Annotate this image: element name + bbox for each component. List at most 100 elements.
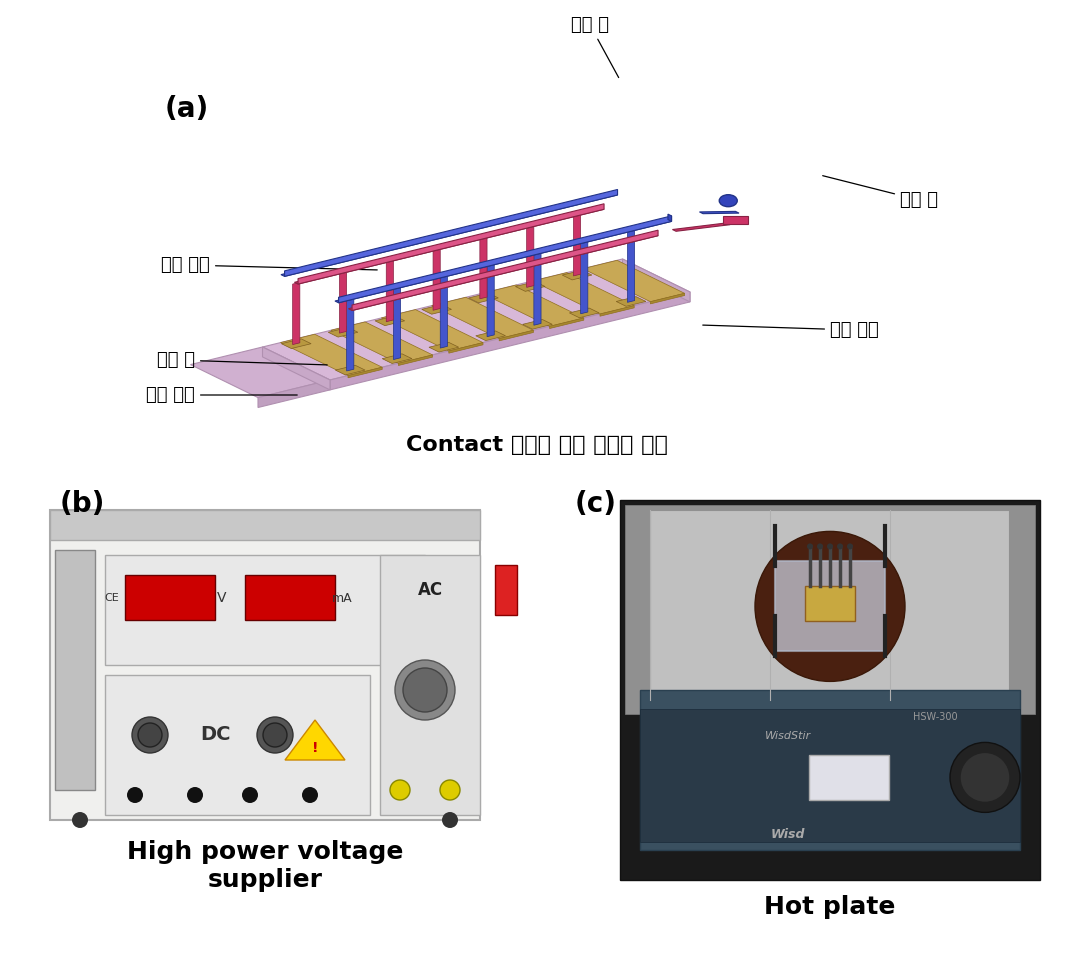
- Bar: [650, 510, 1010, 700]
- Polygon shape: [562, 270, 592, 280]
- Circle shape: [263, 723, 287, 747]
- Bar: [620, 500, 1040, 880]
- Polygon shape: [328, 328, 358, 337]
- Circle shape: [442, 812, 458, 828]
- Circle shape: [807, 544, 813, 549]
- Text: 상부 전극: 상부 전극: [703, 321, 878, 339]
- Polygon shape: [476, 331, 505, 341]
- Circle shape: [127, 787, 143, 803]
- Bar: [105, 675, 370, 815]
- Text: CE: CE: [104, 593, 119, 603]
- Text: High power voltage
supplier: High power voltage supplier: [127, 840, 403, 891]
- Polygon shape: [479, 236, 487, 298]
- Polygon shape: [499, 330, 533, 341]
- Polygon shape: [352, 231, 658, 310]
- Bar: [245, 575, 335, 620]
- Polygon shape: [330, 292, 690, 390]
- Polygon shape: [348, 367, 383, 378]
- Bar: [379, 555, 481, 815]
- Polygon shape: [331, 322, 432, 363]
- Text: 음극 선: 음극 선: [822, 175, 938, 209]
- Text: WisdStir: WisdStir: [765, 731, 812, 740]
- Polygon shape: [281, 193, 617, 276]
- Bar: [55, 550, 95, 790]
- Polygon shape: [421, 304, 452, 314]
- Polygon shape: [580, 240, 588, 314]
- Text: Contact 방법에 의해 연결된 전선: Contact 방법에 의해 연결된 전선: [406, 435, 668, 455]
- Text: (a): (a): [164, 95, 210, 123]
- Circle shape: [72, 812, 88, 828]
- Polygon shape: [515, 282, 545, 292]
- Polygon shape: [433, 248, 441, 310]
- Circle shape: [395, 660, 455, 720]
- Text: Wisd: Wisd: [771, 828, 805, 841]
- Polygon shape: [448, 343, 483, 353]
- Text: HSW-300: HSW-300: [913, 711, 958, 722]
- Bar: [809, 755, 889, 799]
- Text: 양극 선: 양극 선: [571, 16, 619, 78]
- Bar: [775, 561, 885, 651]
- Circle shape: [390, 780, 410, 800]
- Polygon shape: [339, 216, 672, 302]
- Circle shape: [817, 544, 823, 549]
- Polygon shape: [668, 214, 672, 221]
- Text: DC: DC: [200, 726, 230, 744]
- Polygon shape: [335, 365, 366, 375]
- Bar: [640, 709, 1020, 842]
- Bar: [125, 575, 215, 620]
- Ellipse shape: [719, 195, 737, 206]
- Circle shape: [827, 544, 833, 549]
- Text: V: V: [217, 591, 227, 605]
- Circle shape: [242, 787, 258, 803]
- Circle shape: [403, 668, 447, 712]
- Polygon shape: [573, 214, 580, 276]
- Polygon shape: [399, 355, 432, 365]
- Polygon shape: [348, 234, 658, 310]
- Polygon shape: [650, 294, 685, 304]
- Polygon shape: [292, 282, 300, 345]
- Polygon shape: [673, 223, 730, 232]
- Polygon shape: [335, 220, 672, 302]
- Polygon shape: [532, 272, 634, 314]
- Polygon shape: [583, 261, 685, 301]
- Polygon shape: [298, 203, 604, 284]
- Text: 하부 전극: 하부 전극: [161, 256, 377, 274]
- Circle shape: [187, 787, 203, 803]
- Bar: [640, 690, 1020, 850]
- Polygon shape: [534, 252, 541, 326]
- Polygon shape: [616, 297, 646, 306]
- Bar: [105, 555, 425, 665]
- Circle shape: [138, 723, 162, 747]
- Circle shape: [440, 780, 460, 800]
- Polygon shape: [469, 293, 499, 302]
- Circle shape: [755, 531, 905, 681]
- Polygon shape: [482, 285, 584, 327]
- Polygon shape: [393, 286, 401, 359]
- Text: (b): (b): [60, 490, 105, 518]
- Polygon shape: [487, 264, 495, 336]
- Text: !: !: [312, 741, 318, 755]
- Bar: [494, 565, 517, 615]
- Polygon shape: [346, 297, 354, 371]
- Polygon shape: [262, 347, 330, 390]
- Polygon shape: [570, 308, 599, 318]
- Polygon shape: [549, 318, 584, 328]
- Text: AC: AC: [417, 581, 443, 599]
- Polygon shape: [386, 260, 393, 322]
- Polygon shape: [432, 297, 533, 338]
- Circle shape: [257, 717, 293, 753]
- Circle shape: [132, 717, 168, 753]
- Polygon shape: [190, 347, 330, 397]
- Circle shape: [837, 544, 843, 549]
- Polygon shape: [622, 259, 690, 302]
- Polygon shape: [295, 207, 604, 284]
- Polygon shape: [700, 211, 739, 214]
- Polygon shape: [375, 316, 404, 326]
- Polygon shape: [522, 320, 553, 329]
- Polygon shape: [340, 271, 346, 333]
- Circle shape: [960, 752, 1010, 802]
- Text: 보호 층: 보호 층: [157, 351, 327, 369]
- Circle shape: [950, 742, 1020, 812]
- FancyBboxPatch shape: [51, 510, 481, 820]
- Polygon shape: [258, 380, 330, 408]
